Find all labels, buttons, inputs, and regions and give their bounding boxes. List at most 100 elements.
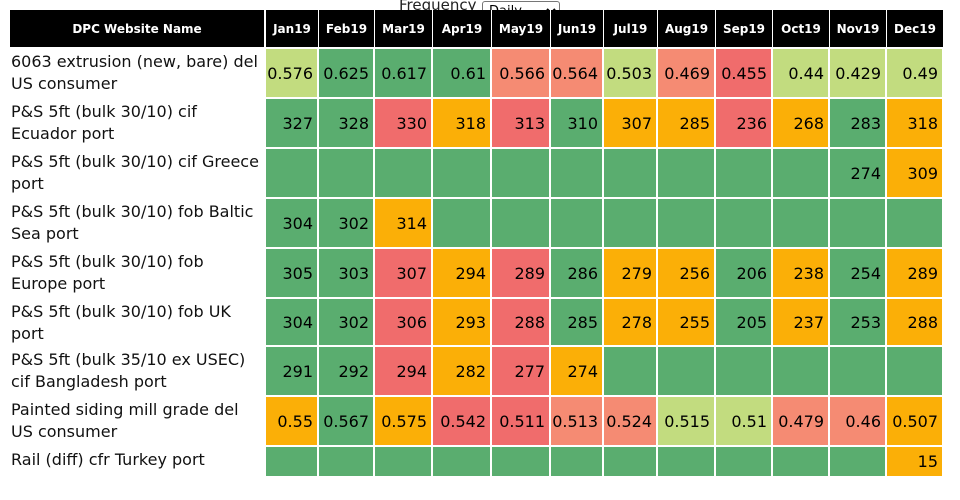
- value-cell: 0.625: [319, 49, 375, 99]
- value-cell: 256: [658, 249, 716, 299]
- month-header[interactable]: May19: [492, 10, 551, 49]
- value-cell: 15: [887, 447, 944, 478]
- value-cell: [604, 149, 658, 199]
- table-row: Painted siding mill grade del US consume…: [10, 397, 944, 447]
- month-header[interactable]: Dec19: [887, 10, 944, 49]
- value-cell: [319, 149, 375, 199]
- value-cell: [433, 447, 492, 478]
- value-cell: 0.469: [658, 49, 716, 99]
- table-row: P&S 5ft (bulk 30/10) cif Greece port 274 3…: [10, 149, 944, 199]
- value-cell: 285: [658, 99, 716, 149]
- value-cell: 313: [492, 99, 551, 149]
- value-cell: [319, 447, 375, 478]
- value-cell: 314: [375, 199, 433, 249]
- value-cell: 0.566: [492, 49, 551, 99]
- value-cell: 289: [492, 249, 551, 299]
- value-cell: 0.564: [551, 49, 604, 99]
- value-cell: 0.542: [433, 397, 492, 447]
- value-cell: 0.46: [830, 397, 887, 447]
- value-cell: [551, 447, 604, 478]
- value-cell: 294: [433, 249, 492, 299]
- name-column-header[interactable]: DPC Website Name: [10, 10, 266, 49]
- value-cell: [716, 447, 773, 478]
- table-row: 6063 extrusion (new, bare) del US consum…: [10, 49, 944, 99]
- month-header[interactable]: Sep19: [716, 10, 773, 49]
- value-cell: [716, 199, 773, 249]
- value-cell: 0.455: [716, 49, 773, 99]
- value-cell: 293: [433, 299, 492, 347]
- value-cell: 286: [551, 249, 604, 299]
- value-cell: 0.617: [375, 49, 433, 99]
- month-header[interactable]: Jun19: [551, 10, 604, 49]
- value-cell: [375, 447, 433, 478]
- value-cell: [830, 447, 887, 478]
- value-cell: [658, 199, 716, 249]
- row-name: P&S 5ft (bulk 30/10) cif Ecuador port: [10, 99, 266, 149]
- value-cell: 0.49: [887, 49, 944, 99]
- month-header[interactable]: Feb19: [319, 10, 375, 49]
- value-cell: 288: [887, 299, 944, 347]
- row-name: 6063 extrusion (new, bare) del US consum…: [10, 49, 266, 99]
- row-name: Rail (diff) cfr Turkey port: [10, 447, 266, 478]
- value-cell: [604, 347, 658, 397]
- value-cell: 294: [375, 347, 433, 397]
- value-cell: 0.507: [887, 397, 944, 447]
- value-cell: [551, 199, 604, 249]
- value-cell: [658, 347, 716, 397]
- value-cell: 0.429: [830, 49, 887, 99]
- value-cell: 289: [887, 249, 944, 299]
- value-cell: 0.575: [375, 397, 433, 447]
- value-cell: 302: [319, 199, 375, 249]
- row-name: P&S 5ft (bulk 35/10 ex USEC) cif Banglad…: [10, 347, 266, 397]
- value-cell: 330: [375, 99, 433, 149]
- value-cell: [375, 149, 433, 199]
- value-cell: 291: [266, 347, 319, 397]
- value-cell: [492, 199, 551, 249]
- value-cell: 274: [830, 149, 887, 199]
- value-cell: [604, 447, 658, 478]
- value-cell: 310: [551, 99, 604, 149]
- table-row: P&S 5ft (bulk 30/10) fob Baltic Sea port…: [10, 199, 944, 249]
- month-header[interactable]: Mar19: [375, 10, 433, 49]
- value-cell: [773, 347, 830, 397]
- value-cell: 285: [551, 299, 604, 347]
- month-header[interactable]: Apr19: [433, 10, 492, 49]
- value-cell: 0.55: [266, 397, 319, 447]
- table-row: P&S 5ft (bulk 30/10) fob Europe port 305 3…: [10, 249, 944, 299]
- month-header[interactable]: Aug19: [658, 10, 716, 49]
- value-cell: [716, 149, 773, 199]
- value-cell: [773, 199, 830, 249]
- value-cell: 253: [830, 299, 887, 347]
- value-cell: 0.513: [551, 397, 604, 447]
- value-cell: 0.576: [266, 49, 319, 99]
- value-cell: 238: [773, 249, 830, 299]
- value-cell: [433, 149, 492, 199]
- value-cell: 278: [604, 299, 658, 347]
- value-cell: 0.44: [773, 49, 830, 99]
- row-name: P&S 5ft (bulk 30/10) fob Baltic Sea port: [10, 199, 266, 249]
- value-cell: 0.515: [658, 397, 716, 447]
- value-cell: 305: [266, 249, 319, 299]
- value-cell: 0.503: [604, 49, 658, 99]
- value-cell: 282: [433, 347, 492, 397]
- month-header[interactable]: Oct19: [773, 10, 830, 49]
- value-cell: 236: [716, 99, 773, 149]
- row-name: P&S 5ft (bulk 30/10) cif Greece port: [10, 149, 266, 199]
- value-cell: 274: [551, 347, 604, 397]
- value-cell: 0.524: [604, 397, 658, 447]
- month-header[interactable]: Jul19: [604, 10, 658, 49]
- row-name: P&S 5ft (bulk 30/10) fob Europe port: [10, 249, 266, 299]
- value-cell: [658, 149, 716, 199]
- table-row: Rail (diff) cfr Turkey port 15: [10, 447, 944, 478]
- table-row: P&S 5ft (bulk 30/10) fob UK port 304 302 30…: [10, 299, 944, 347]
- value-cell: 303: [319, 249, 375, 299]
- table-row: P&S 5ft (bulk 35/10 ex USEC) cif Banglad…: [10, 347, 944, 397]
- month-header[interactable]: Nov19: [830, 10, 887, 49]
- row-name: Painted siding mill grade del US consume…: [10, 397, 266, 447]
- month-header[interactable]: Jan19: [266, 10, 319, 49]
- row-name: P&S 5ft (bulk 30/10) fob UK port: [10, 299, 266, 347]
- value-cell: [830, 347, 887, 397]
- value-cell: 0.567: [319, 397, 375, 447]
- value-cell: 307: [604, 99, 658, 149]
- value-cell: 0.51: [716, 397, 773, 447]
